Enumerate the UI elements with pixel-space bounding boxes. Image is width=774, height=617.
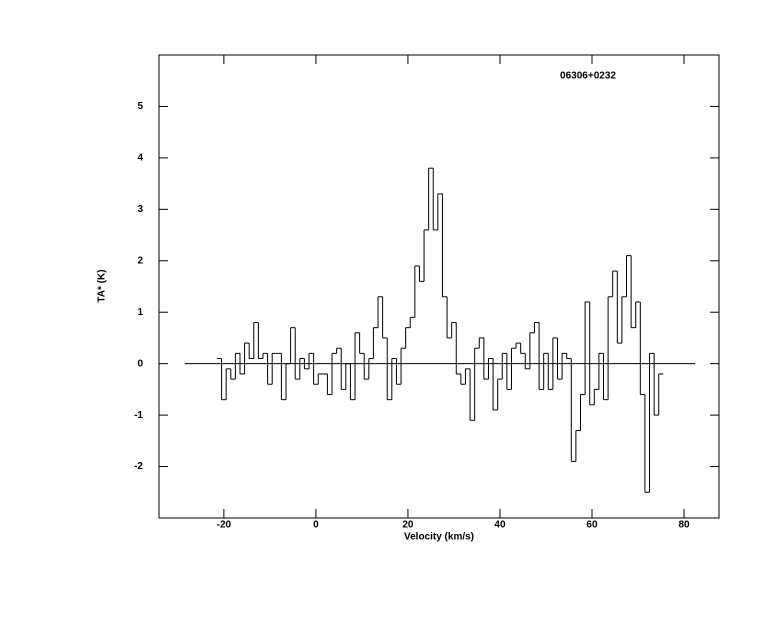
x-tick-label: 40 [494, 520, 506, 531]
y-tick-label: 3 [137, 204, 143, 215]
y-tick-label: 4 [137, 153, 143, 164]
x-tick-label: -20 [217, 520, 232, 531]
y-tick-label: 5 [137, 101, 143, 112]
plot-frame [158, 54, 720, 519]
y-axis-label: TA* (K) [97, 269, 108, 302]
x-tick-label: 80 [678, 520, 690, 531]
y-tick-label: -1 [134, 410, 143, 421]
y-tick-label: -2 [134, 461, 143, 472]
x-tick-label: 60 [586, 520, 598, 531]
x-tick-label: 20 [402, 520, 414, 531]
y-tick-label: 1 [137, 307, 143, 318]
y-tick-label: 0 [137, 358, 143, 369]
x-tick-label: 0 [313, 520, 319, 531]
y-tick-label: 2 [137, 255, 143, 266]
x-axis-label: Velocity (km/s) [404, 532, 474, 543]
annotation: 06306+0232 [560, 71, 616, 82]
